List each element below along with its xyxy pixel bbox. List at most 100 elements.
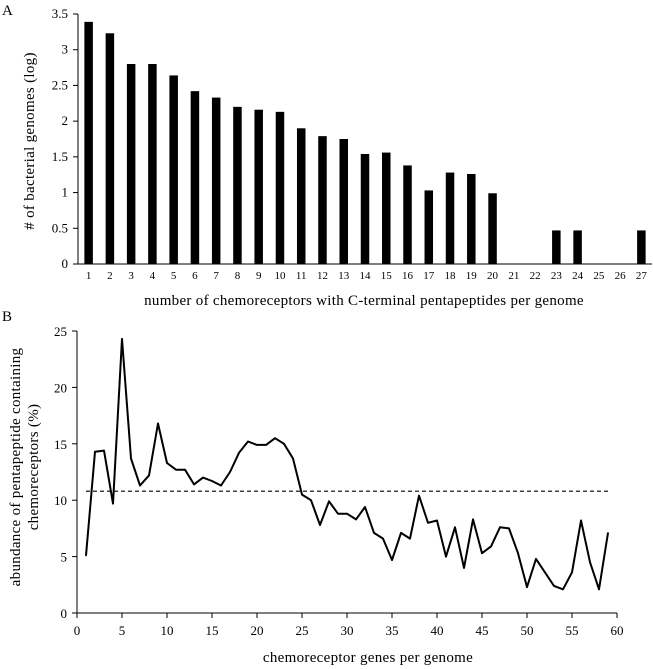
panel-b-data-point [229,471,231,473]
panel-b-data-point [328,500,330,503]
panel-b-data-point [481,552,483,555]
panel-b-data-point [184,468,186,471]
panel-b-x-tick-label: 35 [386,623,399,638]
panel-b-data-point [400,532,402,534]
panel-a-bar [190,91,200,265]
panel-a-label: A [2,3,13,19]
panel-a-x-tick-label: 7 [213,270,219,282]
panel-b-data-point [472,518,474,521]
panel-a-x-tick-label: 6 [192,270,198,282]
panel-b-data-point [508,527,510,530]
panel-b-x-tick-label: 40 [431,623,444,638]
panel-a-y-tick-label: 0 [62,256,69,271]
panel-b-x-tick-label: 10 [161,623,174,638]
panel-a-x-tick-label: 11 [296,270,307,282]
panel-b-data-point [526,586,528,588]
panel-a-x-tick-label: 12 [317,270,328,282]
panel-b-data-point [175,468,177,471]
panel-a-y-tick-label: 3 [62,42,69,57]
panel-a-x-tick-label: 15 [381,270,393,282]
panel-a-x-tick-label: 1 [86,270,92,282]
panel-b-x-tick-label: 55 [566,623,579,638]
panel-a-bar [573,230,582,264]
panel-b-x-tick-label: 20 [251,623,264,638]
panel-b-y-tick-label: 10 [54,493,67,508]
panel-a-x-ticks: 1 2 3 4 5 6 7 8 9 10 11 12 13 14 15 16 17 18 19 20 21 22 23 24 2… [86,270,647,282]
panel-a-x-tick-label: 5 [171,270,177,282]
panel-a-bar [84,21,93,264]
panel-a-x-axis-title: number of chemoreceptors with C-terminal… [144,293,584,309]
panel-a-y-axis-title: # of bacterial genomes (log) [22,52,38,230]
panel-a-bar [169,75,178,264]
panel-a-bar [637,230,646,264]
panel-b-data-point [94,450,96,453]
panel-a-x-tick-label: 4 [150,270,156,282]
panel-a-x-tick-label: 19 [466,270,478,282]
panel-b-data-point [337,512,339,515]
panel-a-bar [318,136,327,264]
panel-a-x-tick-label: 17 [423,270,435,282]
panel-a-x-tick-label: 9 [256,270,262,282]
panel-b-data-point [580,519,582,522]
panel-b-data-point [121,338,123,340]
panel-b-data-point [193,483,195,486]
panel-a-bar [254,109,263,264]
panel-b-data-point [364,506,366,508]
panel-a-bar [424,190,434,264]
panel-b-data-point [544,571,546,574]
panel-b-data-point [418,494,420,497]
panel-b-data-point [319,524,321,526]
panel-a-bar [488,193,497,264]
panel-b-data-point [274,437,276,439]
panel-a-y-tick-label: 1 [62,185,69,200]
panel-b-x-tick-label: 30 [341,623,354,638]
panel-b-y-ticks: 0 5 10 15 20 25 [54,324,77,621]
panel-b-y-axis-title-line2: chemoreceptors (%) [26,404,42,531]
panel-a-y-tick-label: 2.5 [52,77,68,92]
panel-b-data-point [409,537,411,540]
panel-a-bars [84,21,646,265]
panel-a-bar [275,111,285,264]
panel-b-data-point [436,519,438,522]
panel-b-y-tick-label: 0 [61,606,68,621]
panel-b-data-point [148,474,150,477]
panel-a-bar [211,97,221,264]
panel-a-y-tick-label: 3.5 [52,6,68,21]
panel-b-data-point [256,444,258,446]
panel-b-x-tick-label: 0 [74,623,81,638]
panel-b-points [85,338,609,591]
panel-a-x-tick-label: 26 [615,270,627,282]
panel-a-bar [339,139,348,264]
panel-b-data-point [571,571,573,574]
panel-b-line-chart: B abundance of pentapeptide containing c… [2,309,624,666]
panel-a-bar [382,152,391,264]
panel-a-x-tick-label: 14 [360,270,372,282]
panel-b-data-point [517,552,519,555]
panel-b-data-point [103,449,105,452]
panel-a-bar [552,230,561,264]
panel-b-data-point [220,484,222,487]
panel-b-data-point [427,521,429,524]
panel-b-x-ticks: 0 5 10 15 20 25 30 35 40 45 50 55 60 [74,613,624,638]
panel-b-data-point [490,545,492,548]
panel-b-data-point [373,532,375,534]
panel-b-data-point [391,559,393,561]
panel-b-data-point [355,518,357,521]
panel-a-x-tick-label: 21 [508,270,519,282]
panel-b-data-point [166,462,168,464]
panel-b-x-tick-label: 25 [296,623,309,638]
panel-a-x-tick-label: 27 [636,270,648,282]
panel-a-bar [296,128,306,264]
panel-b-data-point [535,558,537,560]
panel-b-data-point [139,484,141,487]
panel-b-data-point [238,452,240,454]
panel-a-bar [360,154,370,264]
panel-b-y-axis-title-line1: abundance of pentapeptide containing [8,347,24,586]
panel-a-y-tick-label: 2 [62,113,69,128]
panel-b-data-point [382,537,384,540]
panel-b-data-point [211,480,213,482]
panel-a-bar [105,33,115,265]
panel-a-bar [233,106,242,264]
panel-b-y-tick-label: 20 [54,380,67,395]
panel-b-data-point [607,532,609,534]
